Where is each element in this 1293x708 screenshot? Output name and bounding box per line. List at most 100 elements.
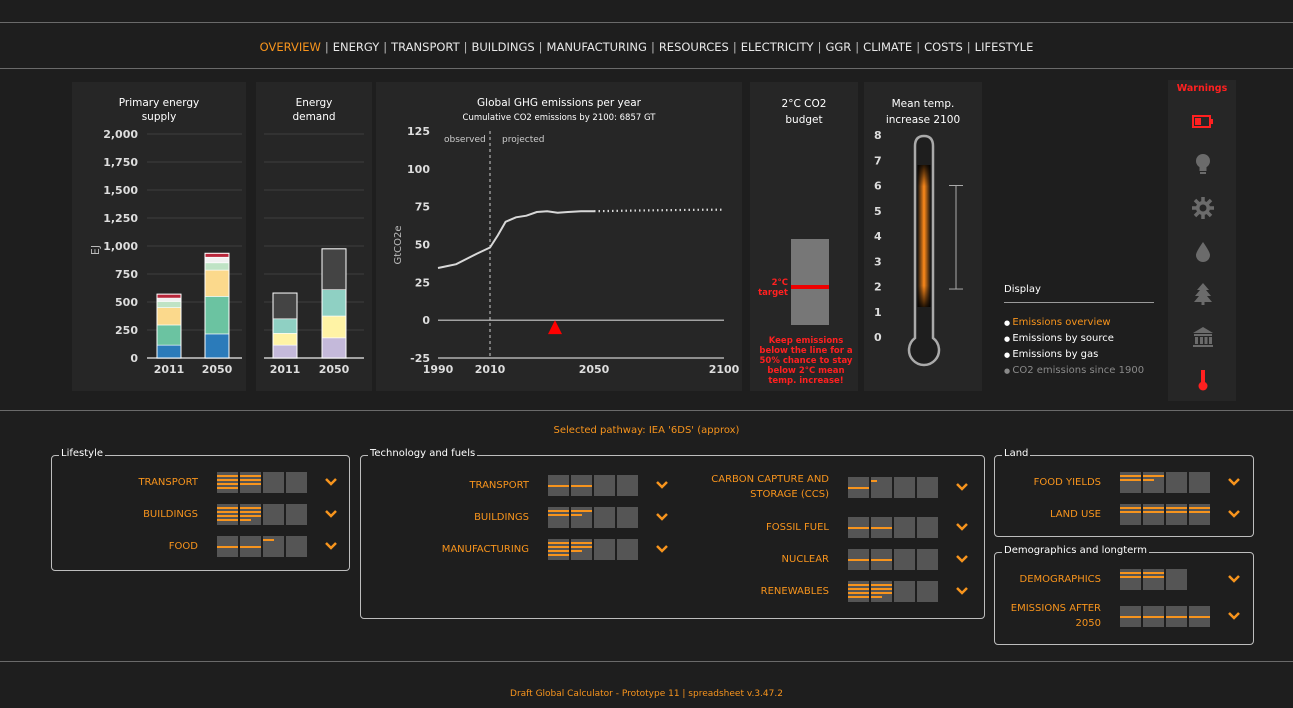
lever-land-use[interactable]: LAND USE — [991, 502, 1101, 526]
lever-cell[interactable] — [240, 503, 261, 525]
lever-cell[interactable] — [1143, 605, 1164, 627]
lever-cell[interactable] — [286, 535, 307, 557]
lever-cell[interactable] — [1166, 605, 1187, 627]
battery-icon[interactable] — [1192, 110, 1214, 134]
lever-cell[interactable] — [263, 503, 284, 525]
water-drop-icon[interactable] — [1192, 239, 1214, 263]
lever-level-selector[interactable] — [548, 474, 638, 496]
chevron-down-icon[interactable] — [1227, 477, 1241, 487]
lever-level-selector[interactable] — [548, 538, 638, 560]
lever-cell[interactable] — [1143, 503, 1164, 525]
lever-fossil-fuel[interactable]: FOSSIL FUEL — [689, 515, 829, 539]
lever-level-selector[interactable] — [217, 471, 307, 493]
lever-level-selector[interactable] — [1120, 503, 1210, 525]
tree-icon[interactable] — [1192, 282, 1214, 306]
nav-resources[interactable]: RESOURCES — [658, 40, 729, 54]
lever-cell[interactable] — [1189, 605, 1210, 627]
lever-cell[interactable] — [1120, 605, 1141, 627]
chevron-down-icon[interactable] — [324, 477, 338, 487]
lever-cell[interactable] — [571, 506, 592, 528]
lever-cell[interactable] — [217, 503, 238, 525]
chevron-down-icon[interactable] — [1227, 509, 1241, 519]
chevron-down-icon[interactable] — [955, 482, 969, 492]
lever-level-selector[interactable] — [217, 535, 307, 557]
chevron-down-icon[interactable] — [1227, 611, 1241, 621]
chevron-down-icon[interactable] — [324, 509, 338, 519]
lever-cell[interactable] — [848, 476, 869, 498]
nav-climate[interactable]: CLIMATE — [863, 40, 913, 54]
lever-cell[interactable] — [848, 580, 869, 602]
lever-cell[interactable] — [1120, 568, 1141, 590]
lever-cell[interactable] — [617, 474, 638, 496]
nav-ggr[interactable]: GGR — [825, 40, 852, 54]
lever-cell[interactable] — [871, 516, 892, 538]
lever-cell[interactable] — [917, 580, 938, 602]
lever-cell[interactable] — [871, 580, 892, 602]
lever-cell[interactable] — [1166, 471, 1187, 493]
chevron-down-icon[interactable] — [955, 554, 969, 564]
nav-electricity[interactable]: ELECTRICITY — [740, 40, 814, 54]
lever-level-selector[interactable] — [1120, 568, 1187, 590]
thermometer-icon[interactable] — [1192, 368, 1214, 392]
chevron-down-icon[interactable] — [955, 586, 969, 596]
lever-cell[interactable] — [594, 506, 615, 528]
display-option-emissions-by-source[interactable]: ● Emissions by source — [1004, 331, 1144, 347]
lever-cell[interactable] — [286, 503, 307, 525]
lever-level-selector[interactable] — [548, 506, 638, 528]
nav-transport[interactable]: TRANSPORT — [391, 40, 460, 54]
lever-level-selector[interactable] — [217, 503, 307, 525]
lever-cell[interactable] — [871, 476, 892, 498]
lever-renewables[interactable]: RENEWABLES — [689, 579, 829, 603]
lever-cell[interactable] — [263, 535, 284, 557]
lever-cell[interactable] — [1166, 503, 1187, 525]
nav-costs[interactable]: COSTS — [924, 40, 963, 54]
lever-cell[interactable] — [894, 476, 915, 498]
lever-cell[interactable] — [894, 580, 915, 602]
lever-cell[interactable] — [894, 516, 915, 538]
nav-lifestyle[interactable]: LIFESTYLE — [974, 40, 1034, 54]
lever-level-selector[interactable] — [848, 476, 938, 498]
lever-buildings[interactable]: BUILDINGS — [58, 502, 198, 526]
nav-manufacturing[interactable]: MANUFACTURING — [546, 40, 647, 54]
lever-cell[interactable] — [1143, 568, 1164, 590]
lever-transport[interactable]: TRANSPORT — [58, 470, 198, 494]
lever-cell[interactable] — [240, 535, 261, 557]
lever-cell[interactable] — [1143, 471, 1164, 493]
lever-cell[interactable] — [571, 474, 592, 496]
lever-level-selector[interactable] — [1120, 605, 1210, 627]
lever-level-selector[interactable] — [848, 516, 938, 538]
lever-level-selector[interactable] — [848, 580, 938, 602]
lever-cell[interactable] — [240, 471, 261, 493]
lever-cell[interactable] — [1189, 471, 1210, 493]
lever-cell[interactable] — [594, 474, 615, 496]
lever-cell[interactable] — [548, 506, 569, 528]
gear-icon[interactable] — [1192, 196, 1214, 220]
lever-cell[interactable] — [594, 538, 615, 560]
chevron-down-icon[interactable] — [655, 544, 669, 554]
lever-demographics[interactable]: DEMOGRAPHICS — [991, 567, 1101, 591]
lightbulb-icon[interactable] — [1192, 152, 1214, 176]
chevron-down-icon[interactable] — [655, 512, 669, 522]
display-option-emissions-overview[interactable]: ● Emissions overview — [1004, 315, 1144, 331]
lever-carbon-capture-and-storage-ccs[interactable]: CARBON CAPTURE AND STORAGE (CCS) — [709, 474, 829, 500]
display-option-co2-emissions-since-1900[interactable]: ● CO2 emissions since 1900 — [1004, 363, 1144, 379]
lever-cell[interactable] — [1166, 568, 1187, 590]
chevron-down-icon[interactable] — [955, 522, 969, 532]
lever-transport[interactable]: TRANSPORT — [369, 473, 529, 497]
lever-cell[interactable] — [917, 516, 938, 538]
lever-cell[interactable] — [917, 476, 938, 498]
chevron-down-icon[interactable] — [655, 480, 669, 490]
lever-buildings[interactable]: BUILDINGS — [369, 505, 529, 529]
lever-food[interactable]: FOOD — [58, 534, 198, 558]
lever-cell[interactable] — [1120, 471, 1141, 493]
lever-cell[interactable] — [894, 548, 915, 570]
lever-cell[interactable] — [617, 506, 638, 528]
chevron-down-icon[interactable] — [1227, 574, 1241, 584]
lever-cell[interactable] — [1120, 503, 1141, 525]
lever-cell[interactable] — [286, 471, 307, 493]
lever-cell[interactable] — [917, 548, 938, 570]
lever-cell[interactable] — [217, 535, 238, 557]
lever-cell[interactable] — [571, 538, 592, 560]
nav-overview[interactable]: OVERVIEW — [259, 40, 321, 54]
lever-cell[interactable] — [848, 548, 869, 570]
